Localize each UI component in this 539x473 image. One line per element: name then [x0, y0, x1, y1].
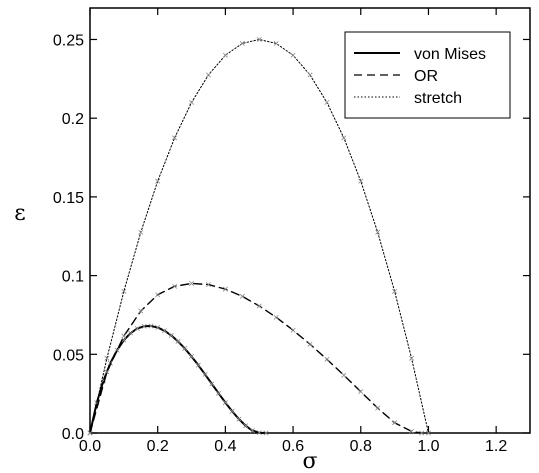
data-point	[409, 355, 415, 361]
data-point	[189, 99, 195, 105]
legend: von Mises OR stretch	[344, 31, 511, 119]
data-point	[222, 400, 228, 406]
data-point	[138, 308, 144, 314]
data-point	[236, 416, 242, 422]
data-point	[392, 288, 398, 294]
data-point	[195, 362, 201, 368]
legend-label-stretch: stretch	[414, 90, 462, 107]
data-point	[358, 178, 364, 184]
data-point	[392, 420, 398, 426]
data-point	[256, 303, 262, 309]
data-point	[121, 288, 127, 294]
data-point	[205, 72, 211, 78]
y-tick-label: 0.25	[53, 32, 84, 49]
y-tick-label: 0.05	[53, 347, 84, 364]
data-point	[104, 355, 110, 361]
data-point	[121, 337, 127, 343]
series-stretch	[87, 36, 431, 436]
data-point	[189, 280, 195, 286]
legend-label-or: OR	[414, 68, 438, 85]
data-point	[155, 325, 161, 331]
x-axis-ticks: 0.0 0.2 0.4 0.6 0.8 1.0 1.2	[79, 8, 507, 455]
data-point	[172, 135, 178, 141]
x-tick-label: 0.4	[214, 438, 236, 455]
x-tick-label: 1.0	[417, 438, 439, 455]
data-point	[307, 72, 313, 78]
data-point	[256, 36, 262, 42]
x-tick-label: 0.0	[79, 438, 101, 455]
data-point	[161, 328, 167, 334]
y-tick-label: 0.2	[62, 111, 84, 128]
data-point	[307, 341, 313, 347]
x-tick-label: 0.2	[147, 438, 169, 455]
data-point	[134, 325, 140, 331]
data-point	[229, 408, 235, 414]
data-point	[419, 430, 425, 436]
data-point	[155, 292, 161, 298]
y-axis-ticks: 0.0 0.05 0.1 0.15 0.2 0.25	[53, 32, 530, 443]
data-point	[324, 99, 330, 105]
series-line-or	[89, 282, 423, 434]
y-tick-label: 0.0	[62, 426, 84, 443]
data-point	[128, 330, 134, 336]
data-point	[216, 390, 222, 396]
data-point	[209, 381, 215, 387]
legend-label-von-mises: von Mises	[414, 46, 486, 63]
data-point	[409, 428, 415, 434]
x-axis-label: σ	[302, 449, 317, 473]
data-point	[425, 430, 431, 436]
y-axis-label: ε	[14, 201, 25, 226]
data-point	[202, 371, 208, 377]
data-point	[222, 286, 228, 292]
data-point	[243, 423, 249, 429]
data-point	[175, 338, 181, 344]
data-point	[273, 40, 279, 46]
data-point	[290, 52, 296, 58]
data-point	[155, 178, 161, 184]
data-point	[239, 293, 245, 299]
data-point	[358, 389, 364, 395]
series-line-von-mises	[89, 324, 267, 434]
x-tick-label: 1.2	[485, 438, 507, 455]
data-point	[104, 369, 110, 375]
data-point	[182, 345, 188, 351]
data-point	[375, 405, 381, 411]
data-point	[249, 428, 255, 434]
x-tick-label: 0.8	[350, 438, 372, 455]
data-point	[239, 40, 245, 46]
series-von-mises	[87, 323, 269, 436]
data-point	[141, 323, 147, 329]
data-point	[341, 372, 347, 378]
series-layer	[87, 36, 431, 436]
data-point	[341, 135, 347, 141]
y-tick-label: 0.15	[53, 190, 84, 207]
x-tick-label: 0.6	[282, 438, 304, 455]
series-or	[87, 280, 425, 436]
data-point	[172, 283, 178, 289]
plot-frame	[89, 7, 531, 434]
data-point	[222, 52, 228, 58]
data-point	[148, 323, 154, 329]
data-point	[121, 333, 127, 339]
data-point	[114, 347, 120, 353]
data-point	[375, 229, 381, 235]
data-point	[263, 430, 269, 436]
data-point	[256, 430, 262, 436]
data-point	[168, 332, 174, 338]
data-point	[138, 229, 144, 235]
data-point	[205, 282, 211, 288]
data-point	[87, 430, 93, 436]
data-point	[273, 314, 279, 320]
data-point	[189, 354, 195, 359]
data-point	[324, 356, 330, 362]
data-point	[290, 327, 296, 333]
y-tick-label: 0.1	[62, 269, 84, 286]
